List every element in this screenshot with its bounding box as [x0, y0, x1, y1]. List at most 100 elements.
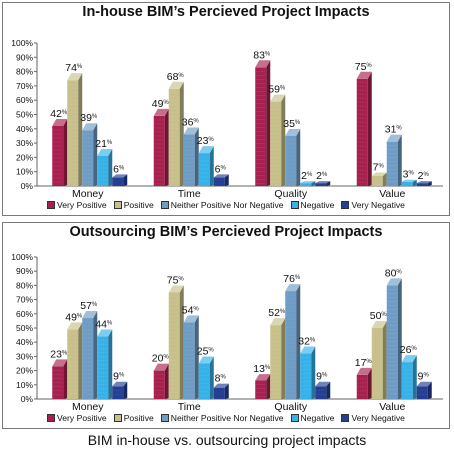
data-label-unit: % — [208, 137, 214, 143]
bar-front-face — [371, 175, 383, 186]
category-label: Time — [178, 401, 201, 413]
legend-item-very-negative: Very Negative — [341, 413, 405, 423]
y-tick-label: 90% — [16, 52, 33, 62]
bar-negative-quality — [300, 181, 316, 186]
bar-front-face — [67, 329, 79, 399]
data-label-value: 59 — [268, 84, 280, 96]
data-label: 17% — [355, 357, 373, 369]
bar-side-face — [326, 181, 331, 186]
data-label: 52% — [268, 307, 286, 319]
data-label: 54% — [182, 304, 200, 316]
bar-negative-money — [97, 148, 113, 186]
bar-top-face — [198, 146, 214, 154]
data-label-unit: % — [107, 321, 113, 327]
data-label-unit: % — [178, 277, 184, 283]
y-tick-label: 30% — [16, 138, 33, 148]
data-label: 7% — [373, 161, 385, 173]
bar-negative-value — [401, 355, 417, 399]
data-label-unit: % — [77, 64, 83, 70]
bar-front-face — [52, 366, 64, 399]
bar-side-face — [311, 346, 316, 399]
bar-front-face — [285, 291, 297, 399]
bar-very-positive-time — [153, 108, 169, 186]
legend-swatch — [160, 201, 169, 209]
bar-top-face — [401, 355, 417, 363]
bar-positive-time — [168, 285, 184, 399]
bar-side-face — [108, 329, 113, 399]
bar-front-face — [112, 386, 124, 399]
bar-front-face — [153, 370, 165, 399]
bar-front-face — [97, 155, 109, 186]
y-tick-label: 90% — [16, 266, 33, 276]
bar-front-face — [356, 78, 368, 186]
bar-side-face — [194, 127, 199, 186]
bar-side-face — [397, 134, 402, 186]
data-label-unit: % — [193, 119, 199, 125]
data-label-unit: % — [163, 355, 169, 361]
legend-label: Very Negative — [351, 200, 405, 210]
data-label-unit: % — [92, 302, 98, 308]
data-label-unit: % — [409, 171, 415, 177]
bar-front-face — [153, 115, 165, 186]
bar-front-face — [300, 353, 312, 399]
bar-top-face — [401, 179, 417, 182]
data-label-unit: % — [310, 338, 316, 344]
data-label: 20% — [152, 353, 170, 365]
bar-front-face — [315, 183, 327, 186]
data-label-value: 49 — [152, 98, 164, 110]
bar-very-positive-quality — [255, 60, 271, 187]
bar-top-face — [255, 60, 271, 68]
bar-top-face — [300, 346, 316, 354]
data-label-value: 17 — [355, 357, 367, 369]
data-label-unit: % — [322, 373, 328, 379]
data-label: 49% — [65, 311, 83, 323]
bar-top-face — [315, 181, 331, 184]
data-label: 9% — [418, 371, 430, 383]
y-tick-label: 40% — [16, 337, 33, 347]
y-tick-label: 20% — [16, 366, 33, 376]
data-label-unit: % — [221, 165, 227, 171]
bar-positive-money — [67, 322, 83, 399]
data-label: 31% — [385, 124, 403, 136]
data-label-value: 9 — [418, 371, 424, 383]
data-label-unit: % — [163, 100, 169, 106]
data-label-value: 13 — [253, 363, 265, 375]
y-tick-label: 70% — [16, 295, 33, 305]
bar-neither-quality — [285, 128, 301, 186]
data-label-value: 35 — [283, 118, 295, 130]
bar-front-face — [168, 88, 180, 186]
bar-side-face — [209, 356, 214, 399]
chart-title-outsourcing: Outsourcing BIM’s Percieved Project Impa… — [69, 224, 383, 240]
data-label-value: 6 — [113, 163, 119, 175]
bar-front-face — [356, 374, 368, 399]
bar-neither-time — [183, 127, 199, 186]
category-label: Quality — [274, 188, 307, 200]
bar-top-face — [97, 148, 113, 156]
bar-very-positive-money — [52, 118, 68, 186]
data-label-value: 39 — [80, 112, 92, 124]
data-label-value: 42 — [50, 108, 62, 120]
y-tick-label: 100% — [11, 252, 33, 262]
bar-positive-money — [67, 73, 83, 186]
bar-top-face — [386, 278, 402, 286]
in-house-bar-chart: 0%10%20%30%40%50%60%70%80%90%100%42%74%3… — [11, 38, 443, 200]
y-tick-label: 40% — [16, 124, 33, 134]
data-label-value: 31 — [385, 124, 397, 136]
data-label-unit: % — [221, 375, 227, 381]
bar-top-face — [112, 381, 128, 387]
bar-side-face — [93, 311, 98, 399]
y-tick-label: 60% — [16, 309, 33, 319]
bar-very-negative-money — [112, 381, 128, 399]
data-label-unit: % — [295, 275, 301, 281]
bar-side-face — [382, 172, 387, 186]
bar-side-face — [281, 318, 286, 399]
data-label: 75% — [355, 61, 373, 73]
outsourcing-bar-chart: 0%10%20%30%40%50%60%70%80%90%100%23%49%5… — [11, 252, 443, 413]
data-label-unit: % — [424, 373, 430, 379]
data-label-value: 75 — [355, 61, 367, 73]
y-tick-label: 50% — [16, 110, 33, 120]
data-label: 39% — [80, 112, 98, 124]
bar-top-face — [82, 311, 98, 319]
bar-neither-quality — [285, 284, 301, 399]
data-label-value: 36 — [182, 117, 194, 129]
